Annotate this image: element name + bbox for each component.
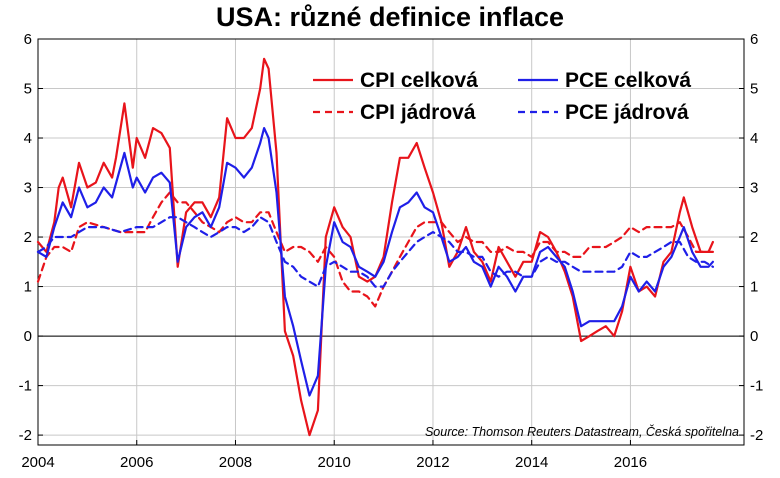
legend-label-pce-jadrova: PCE jádrová: [565, 101, 689, 124]
legend-label-cpi-jadrova: CPI jádrová: [360, 101, 476, 124]
x-tick-label: 2014: [515, 454, 548, 471]
y-tick-label-left: 6: [24, 31, 32, 48]
plot-frame: [37, 38, 745, 446]
y-tick-label-right: 0: [750, 328, 758, 345]
y-tick-label-left: 1: [24, 279, 32, 296]
y-tick-label-right: 1: [750, 279, 758, 296]
x-tick-label: 2004: [21, 454, 54, 471]
source-note: Source: Thomson Reuters Datastream, Česk…: [425, 424, 739, 439]
y-tick-label-left: 3: [24, 180, 32, 197]
y-tick-label-left: 0: [24, 328, 32, 345]
series-line-2: [36, 191, 715, 308]
y-tick-label-right: -2: [750, 427, 763, 444]
y-tick-label-right: -1: [750, 378, 763, 395]
x-tick-label: 2006: [120, 454, 153, 471]
axis-ticks: -2 -2 -1 -1 0 0 1 1 2 2 3 3 4 4 5 5 6 6 2004 2006 2008 2010 20…: [19, 31, 764, 471]
y-tick-label-left: -2: [19, 427, 32, 444]
y-tick-label-right: 5: [750, 81, 758, 98]
y-tick-label-left: -1: [19, 378, 32, 395]
series-line-4: [36, 216, 715, 288]
y-tick-label-left: 4: [24, 130, 32, 147]
chart-title: USA: různé definice inflace: [215, 2, 565, 32]
series-line-3: [36, 127, 715, 397]
y-tick-label-left: 5: [24, 81, 32, 98]
x-tick-label: 2010: [318, 454, 351, 471]
y-tick-label-right: 3: [750, 180, 758, 197]
x-tick-label: 2016: [614, 454, 647, 471]
legend: CPI celková CPI jádrová PCE celková PCE …: [313, 69, 691, 124]
series-line-1: [36, 57, 715, 437]
y-tick-label-right: 4: [750, 130, 758, 147]
y-tick-label-right: 6: [750, 31, 758, 48]
x-tick-label: 2012: [416, 454, 449, 471]
legend-label-pce-celkova: PCE celková: [565, 69, 691, 92]
series-layer: [36, 57, 715, 437]
y-tick-label-right: 2: [750, 229, 758, 246]
y-tick-label-left: 2: [24, 229, 32, 246]
grid-lines: [37, 38, 744, 445]
x-tick-label: 2008: [219, 454, 252, 471]
legend-label-cpi-celkova: CPI celková: [360, 69, 478, 92]
